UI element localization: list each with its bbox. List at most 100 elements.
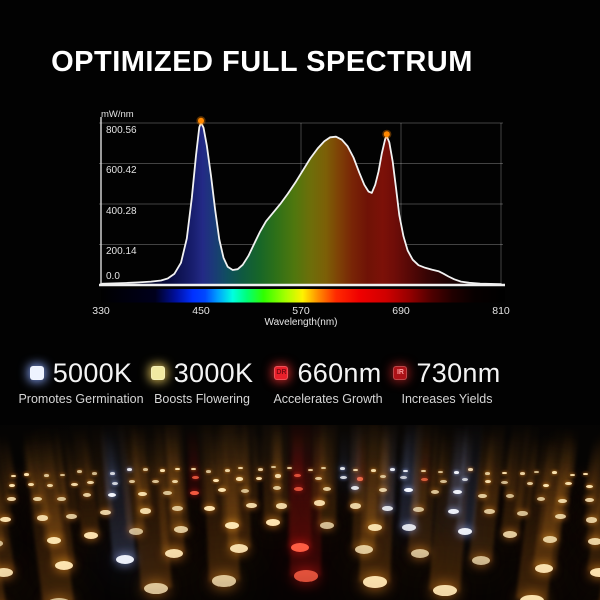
- led-dot-cool: [110, 472, 116, 475]
- led-dot-warm: [204, 505, 216, 512]
- legend-label: 3000K: [173, 358, 254, 388]
- y-tick-label: 600.42: [106, 165, 137, 176]
- led-dot-warm: [478, 493, 487, 498]
- led-dot-warm: [505, 493, 515, 499]
- led-dot-warm: [543, 536, 558, 544]
- led-dot-warm: [534, 470, 540, 474]
- led-dot-warm: [10, 474, 16, 478]
- led-dot-warm: [520, 594, 544, 600]
- led-dot-warm: [588, 538, 600, 546]
- led-dot-cool: [389, 468, 395, 471]
- led-dot-warm: [586, 485, 593, 489]
- led-dot-warm: [138, 491, 147, 496]
- led-dot-warm: [320, 466, 326, 470]
- led-dot-warm: [8, 483, 16, 487]
- led-dot-warm: [33, 497, 42, 502]
- page-title: OPTIMIZED FULL SPECTRUM: [51, 46, 473, 78]
- led-dot-warm: [371, 469, 377, 472]
- led-dot-warm: [163, 490, 172, 495]
- led-dot-cool: [457, 528, 472, 536]
- led-dot-warm: [175, 467, 181, 471]
- led-dot-red: [293, 570, 318, 582]
- led-dot-warm: [71, 483, 78, 487]
- led-dot-warm: [558, 498, 567, 503]
- led-dot-cool: [339, 467, 345, 470]
- led-dot-warm: [320, 521, 334, 529]
- led-dot-red: [192, 475, 199, 479]
- led-dot-warm: [82, 492, 91, 497]
- led-dot-warm: [502, 471, 508, 475]
- x-tick-label: 570: [292, 305, 310, 317]
- led-dot-warm: [274, 474, 282, 478]
- led-dot-warm: [322, 486, 331, 491]
- led-dot-warm: [230, 543, 249, 553]
- led-dot-warm: [315, 476, 322, 480]
- led-dot-warm: [468, 468, 474, 471]
- legend-label: 5000K: [52, 358, 133, 388]
- led-dot-warm: [313, 500, 325, 506]
- led-dot-warm: [554, 513, 566, 519]
- led-dot-warm: [173, 526, 188, 534]
- y-tick-label: 200.14: [106, 246, 137, 257]
- led-dot-warm: [225, 469, 231, 472]
- led-dot-warm: [271, 465, 277, 469]
- led-dot-warm: [354, 544, 373, 554]
- led-dot-warm: [440, 479, 447, 483]
- led-dot-warm: [236, 477, 243, 481]
- led-dot-warm: [379, 475, 387, 479]
- led-dot-warm: [353, 468, 359, 472]
- y-tick-label: 800.56: [106, 125, 137, 136]
- led-dot-warm: [217, 487, 227, 492]
- led-dot-warm: [542, 483, 550, 488]
- led-dot-cool: [381, 505, 393, 512]
- led-dot-warm: [59, 473, 65, 477]
- led-array-photo: [0, 425, 600, 600]
- x-axis-label: Wavelength(nm): [264, 317, 338, 328]
- led-dot-warm: [129, 527, 144, 535]
- deep-red-led-chip-icon: DR: [274, 366, 289, 380]
- warm-led-chip-icon: [150, 366, 165, 380]
- led-light-beam: [359, 425, 397, 583]
- led-dot-warm: [583, 472, 589, 476]
- led-dot-warm: [516, 510, 528, 516]
- led-dot-cool: [126, 468, 132, 471]
- led-dot-warm: [212, 575, 237, 587]
- led-dot-cool: [403, 469, 409, 473]
- spectrum-plot-area: [99, 116, 505, 303]
- led-dot-warm: [139, 508, 151, 514]
- legend-item-5000k: 5000K Promotes Germination: [18, 358, 144, 407]
- led-dot-warm: [272, 485, 281, 490]
- led-dot-warm: [128, 480, 136, 484]
- infrared-led-chip-icon: IR: [393, 366, 408, 380]
- led-dot-warm: [586, 517, 598, 523]
- led-dot-warm: [287, 466, 293, 470]
- led-dot-warm: [368, 524, 382, 532]
- led-dot-warm: [144, 582, 169, 595]
- led-dot-warm: [66, 513, 78, 520]
- led-dot-warm: [432, 584, 457, 597]
- led-dot-warm: [240, 489, 249, 494]
- led-dot-warm: [87, 480, 94, 485]
- led-dot-warm: [47, 598, 71, 600]
- x-tick-label: 810: [492, 305, 510, 317]
- led-dot-cool: [340, 475, 347, 479]
- led-dot-warm: [92, 472, 98, 475]
- led-dot-warm: [471, 556, 490, 565]
- led-dot-warm: [421, 469, 427, 473]
- led-dot-red: [356, 477, 364, 481]
- led-light-beam: [262, 425, 283, 523]
- led-dot-warm: [484, 508, 496, 514]
- led-dot-red: [294, 474, 301, 478]
- white-led-chip-icon: [29, 366, 44, 380]
- led-dot-warm: [362, 576, 387, 588]
- led-dot-warm: [246, 502, 258, 509]
- led-dot-warm: [520, 472, 526, 475]
- led-dot-cool: [350, 486, 359, 491]
- led-light-beam: [339, 431, 349, 478]
- legend-sublabel: Boosts Flowering: [154, 392, 250, 406]
- led-dot-warm: [410, 548, 429, 558]
- led-dot-warm: [570, 473, 576, 477]
- led-dot-cool: [461, 477, 469, 481]
- led-light-beam: [290, 425, 323, 576]
- led-dot-warm: [275, 503, 287, 509]
